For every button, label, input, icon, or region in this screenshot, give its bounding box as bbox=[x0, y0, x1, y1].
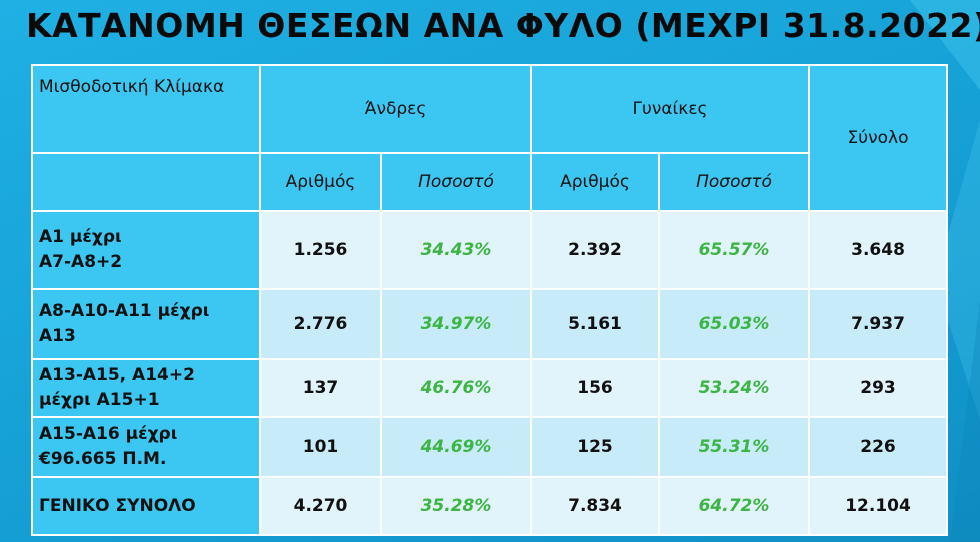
men-percent-cell: 35.28% bbox=[380, 476, 532, 536]
women-percent-cell: 65.03% bbox=[657, 288, 811, 360]
total-cell: 293 bbox=[808, 358, 949, 418]
allocation-table: Μισθοδοτική Κλίμακα Άνδρες Γυναίκες Σύνο… bbox=[31, 64, 949, 536]
table-row-grand-total: ΓΕΝΙΚΟ ΣΥΝΟΛΟ 4.270 35.28% 7.834 64.72% … bbox=[31, 476, 949, 536]
men-header: Άνδρες bbox=[259, 64, 532, 154]
women-number-header: Αριθμός bbox=[530, 152, 660, 212]
men-number-header: Αριθμός bbox=[259, 152, 382, 212]
men-number-cell: 1.256 bbox=[259, 210, 382, 290]
women-percent-header: Ποσοστό bbox=[657, 152, 811, 212]
table-row: Α15-Α16 μέχρι €96.665 Π.Μ. 101 44.69% 125… bbox=[31, 416, 949, 478]
women-number-cell: 156 bbox=[530, 358, 660, 418]
men-percent-cell: 34.43% bbox=[380, 210, 532, 290]
total-cell: 3.648 bbox=[808, 210, 949, 290]
women-percent-cell: 64.72% bbox=[657, 476, 811, 536]
women-percent-cell: 55.31% bbox=[657, 416, 811, 478]
men-number-cell: 2.776 bbox=[259, 288, 382, 360]
row-label: Α8-Α10-Α11 μέχρι Α13 bbox=[31, 288, 261, 360]
page-title: ΚΑΤΑΝΟΜΗ ΘΕΣΕΩΝ ΑΝΑ ΦΥΛΟ (ΜΕΧΡΙ 31.8.202… bbox=[26, 6, 980, 45]
women-header: Γυναίκες bbox=[529, 64, 811, 154]
table-row: Α8-Α10-Α11 μέχρι Α13 2.776 34.97% 5.161 6… bbox=[31, 288, 949, 360]
total-cell: 12.104 bbox=[808, 476, 949, 536]
women-number-cell: 7.834 bbox=[530, 476, 660, 536]
men-percent-cell: 46.76% bbox=[380, 358, 532, 418]
women-percent-cell: 65.57% bbox=[657, 210, 811, 290]
scale-header-blank bbox=[31, 152, 261, 212]
total-header: Σύνολο bbox=[808, 64, 949, 212]
total-cell: 226 bbox=[808, 416, 949, 478]
table-row: Α1 μέχρι Α7-Α8+2 1.256 34.43% 2.392 65.57… bbox=[31, 210, 949, 290]
row-label: ΓΕΝΙΚΟ ΣΥΝΟΛΟ bbox=[31, 476, 261, 536]
women-number-cell: 125 bbox=[530, 416, 660, 478]
men-percent-header: Ποσοστό bbox=[380, 152, 532, 212]
men-percent-cell: 44.69% bbox=[380, 416, 532, 478]
table-row: Α13-Α15, Α14+2 μέχρι Α15+1 137 46.76% 156… bbox=[31, 358, 949, 418]
men-number-cell: 4.270 bbox=[259, 476, 382, 536]
total-cell: 7.937 bbox=[808, 288, 949, 360]
row-label: Α13-Α15, Α14+2 μέχρι Α15+1 bbox=[31, 358, 261, 418]
women-number-cell: 2.392 bbox=[530, 210, 660, 290]
women-percent-cell: 53.24% bbox=[657, 358, 811, 418]
row-label: Α15-Α16 μέχρι €96.665 Π.Μ. bbox=[31, 416, 261, 478]
row-label: Α1 μέχρι Α7-Α8+2 bbox=[31, 210, 261, 290]
men-percent-cell: 34.97% bbox=[380, 288, 532, 360]
men-number-cell: 101 bbox=[259, 416, 382, 478]
women-number-cell: 5.161 bbox=[530, 288, 660, 360]
men-number-cell: 137 bbox=[259, 358, 382, 418]
scale-header: Μισθοδοτική Κλίμακα bbox=[31, 64, 261, 154]
